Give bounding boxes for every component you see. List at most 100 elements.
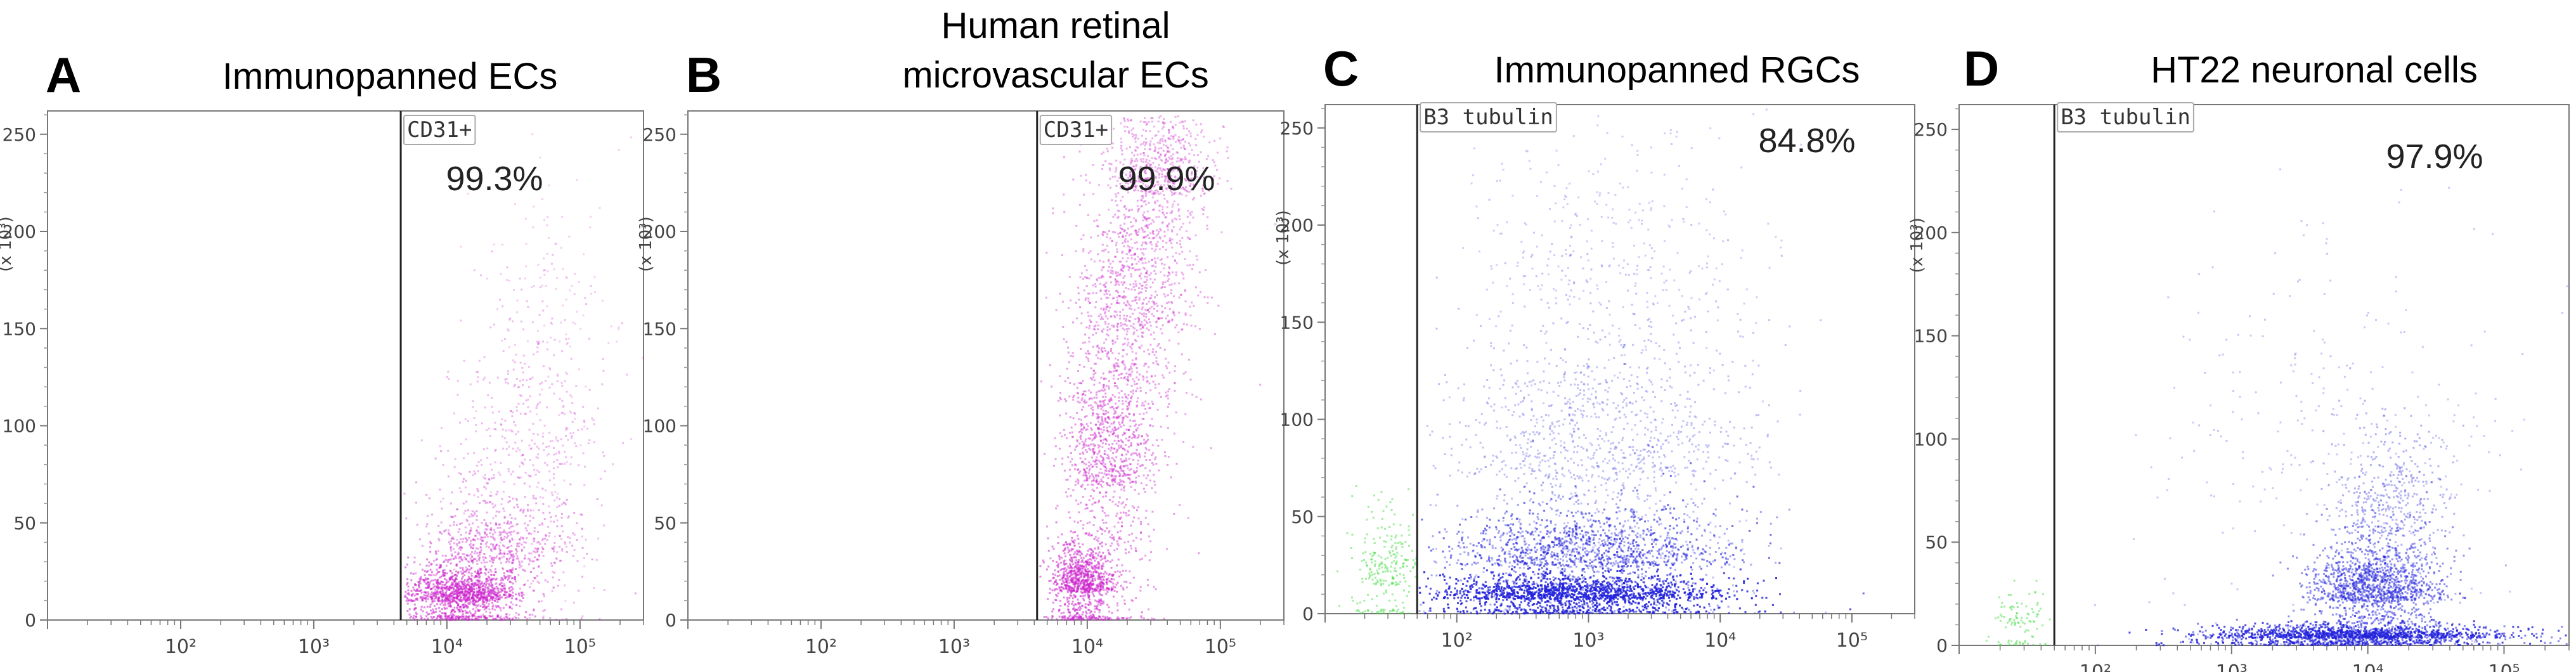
scatter-point bbox=[1088, 337, 1091, 339]
scatter-point bbox=[497, 590, 500, 592]
scatter-point bbox=[1085, 532, 1088, 534]
scatter-point bbox=[425, 571, 428, 573]
scatter-point bbox=[1102, 318, 1104, 320]
scatter-point bbox=[546, 406, 548, 409]
scatter-point bbox=[1114, 477, 1116, 480]
scatter-point bbox=[1101, 507, 1104, 509]
scatter-point bbox=[1087, 404, 1090, 407]
scatter-point bbox=[429, 569, 432, 571]
scatter-point bbox=[1052, 577, 1054, 579]
scatter-point bbox=[465, 587, 467, 590]
scatter-point bbox=[437, 599, 439, 601]
scatter-point bbox=[461, 578, 463, 580]
scatter-point bbox=[1122, 569, 1124, 572]
scatter-point bbox=[1167, 406, 1169, 408]
scatter-point bbox=[517, 386, 520, 389]
scatter-point bbox=[469, 612, 472, 615]
scatter-point bbox=[479, 502, 481, 505]
scatter-point bbox=[511, 618, 514, 621]
scatter-point bbox=[465, 618, 468, 621]
scatter-point bbox=[1074, 580, 1077, 583]
scatter-point bbox=[441, 581, 443, 583]
scatter-point bbox=[439, 593, 442, 595]
scatter-point bbox=[556, 519, 559, 522]
scatter-point bbox=[553, 545, 555, 548]
scatter-point bbox=[439, 566, 441, 569]
scatter-point bbox=[1064, 602, 1066, 605]
scatter-point bbox=[1088, 532, 1091, 534]
scatter-point bbox=[455, 589, 458, 591]
scatter-point bbox=[469, 569, 471, 571]
scatter-point bbox=[1090, 463, 1092, 466]
scatter-point bbox=[1126, 265, 1129, 268]
scatter-point bbox=[512, 359, 515, 361]
scatter-point bbox=[451, 516, 454, 518]
scatter-point bbox=[1067, 456, 1070, 458]
scatter-point bbox=[447, 561, 449, 563]
scatter-point bbox=[1155, 302, 1158, 305]
scatter-point bbox=[1082, 618, 1085, 621]
scatter-point bbox=[458, 584, 460, 586]
scatter-point bbox=[510, 520, 512, 523]
scatter-point bbox=[503, 545, 505, 548]
scatter-point bbox=[1167, 397, 1169, 400]
scatter-point bbox=[1090, 548, 1092, 551]
scatter-point bbox=[467, 616, 469, 618]
scatter-point bbox=[495, 582, 498, 585]
scatter-point bbox=[1047, 537, 1049, 540]
scatter-point bbox=[469, 591, 471, 593]
scatter-point bbox=[1123, 281, 1125, 283]
scatter-point bbox=[545, 446, 548, 448]
scatter-point bbox=[473, 576, 476, 579]
scatter-point bbox=[458, 542, 460, 545]
scatter-point bbox=[1093, 384, 1096, 386]
scatter-point bbox=[462, 567, 464, 569]
scatter-point bbox=[1091, 397, 1093, 400]
scatter-point bbox=[1083, 561, 1085, 564]
scatter-point bbox=[447, 595, 450, 597]
scatter-point bbox=[455, 619, 457, 621]
scatter-point bbox=[420, 617, 423, 619]
scatter-point bbox=[1122, 465, 1125, 467]
scatter-point bbox=[551, 564, 553, 567]
scatter-point bbox=[497, 592, 500, 594]
scatter-point bbox=[468, 596, 470, 598]
scatter-point bbox=[474, 511, 476, 514]
scatter-point bbox=[1078, 511, 1080, 514]
scatter-point bbox=[496, 593, 498, 596]
scatter-point bbox=[1068, 616, 1071, 618]
scatter-point bbox=[441, 586, 444, 589]
scatter-point bbox=[466, 568, 469, 571]
scatter-point bbox=[1095, 552, 1097, 555]
scatter-point bbox=[1089, 612, 1091, 614]
scatter-point bbox=[1105, 412, 1108, 415]
scatter-point bbox=[451, 592, 453, 595]
scatter-point bbox=[530, 552, 533, 555]
scatter-point bbox=[1138, 424, 1141, 427]
scatter-point bbox=[1090, 552, 1092, 555]
scatter-point bbox=[1085, 285, 1088, 287]
scatter-point bbox=[467, 605, 469, 608]
scatter-point bbox=[1139, 248, 1142, 250]
scatter-point bbox=[476, 531, 479, 534]
scatter-point bbox=[1071, 574, 1073, 576]
scatter-point bbox=[1091, 406, 1094, 408]
scatter-point bbox=[429, 588, 432, 590]
scatter-point bbox=[1153, 528, 1155, 531]
scatter-point bbox=[541, 547, 544, 550]
scatter-point bbox=[430, 593, 432, 596]
scatter-point bbox=[428, 612, 430, 615]
scatter-point bbox=[1131, 370, 1134, 373]
scatter-point bbox=[566, 373, 569, 375]
scatter-point bbox=[470, 618, 473, 621]
scatter-point bbox=[1137, 306, 1140, 309]
scatter-point bbox=[1123, 376, 1126, 378]
scatter-point bbox=[453, 614, 455, 617]
scatter-point bbox=[1132, 333, 1135, 335]
scatter-point bbox=[1077, 553, 1079, 555]
scatter-point bbox=[524, 569, 526, 572]
scatter-point bbox=[1170, 289, 1173, 292]
scatter-point bbox=[1113, 590, 1116, 592]
scatter-point bbox=[1077, 370, 1080, 372]
scatter-point bbox=[449, 569, 451, 572]
